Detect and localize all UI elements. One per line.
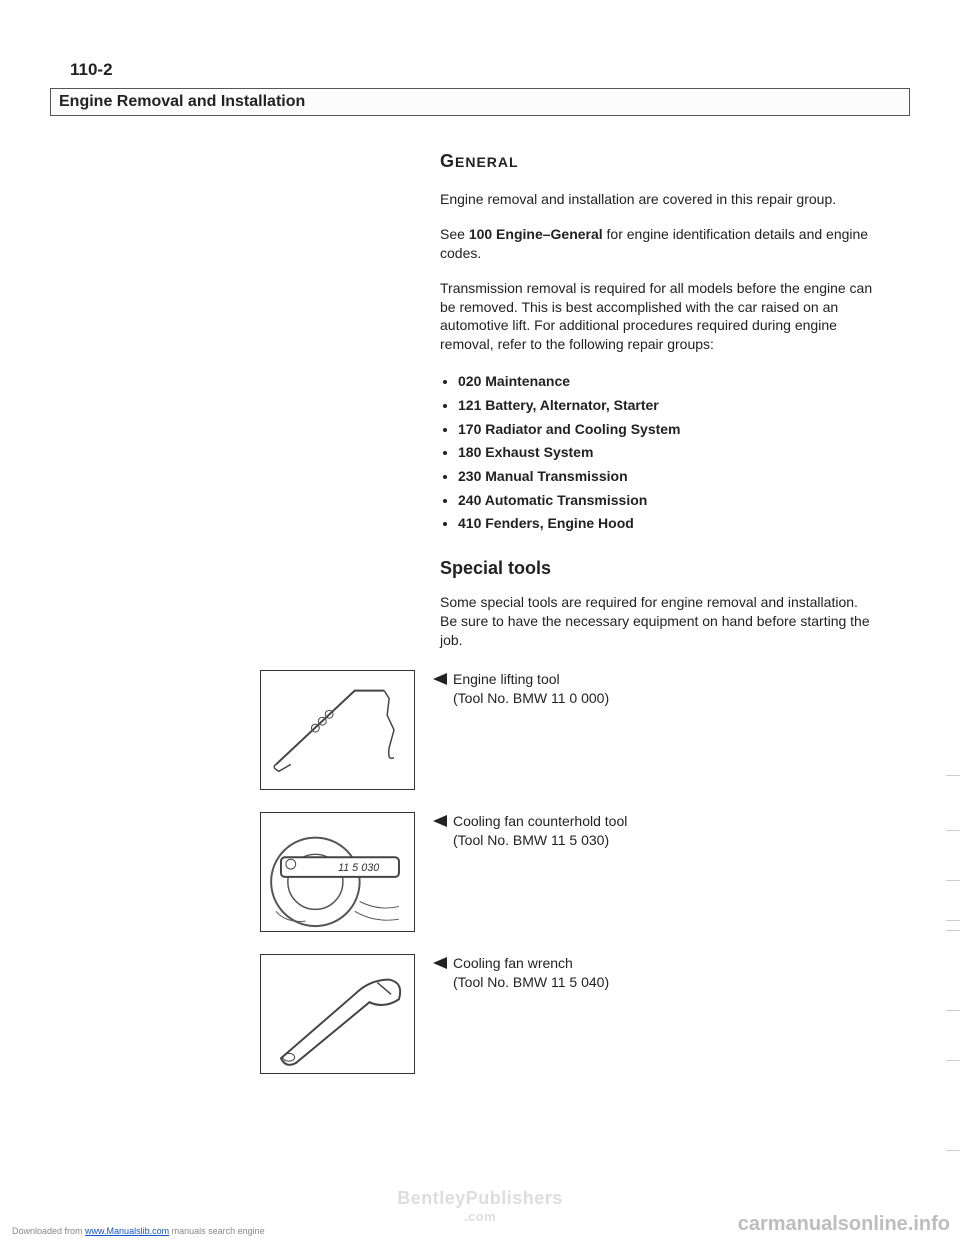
heading-general: GENERAL [440,151,875,172]
tool-row-1: Engine lifting tool (Tool No. BMW 11 0 0… [260,670,910,790]
para-intro-3: Transmission removal is required for all… [440,279,875,355]
list-item: 230 Manual Transmission [458,465,875,489]
list-item: 121 Battery, Alternator, Starter [458,394,875,418]
tool-row-2: 11 5 030 Cooling fan counterhold tool (T… [260,812,910,932]
arrow-left-icon [433,673,447,685]
chapter-title: Engine Removal and Installation [59,93,305,110]
tool-text-2: Cooling fan counterhold tool (Tool No. B… [453,812,627,850]
tool-text-3: Cooling fan wrench (Tool No. BMW 11 5 04… [453,954,609,992]
list-item: 180 Exhaust System [458,441,875,465]
list-item: 020 Maintenance [458,370,875,394]
right-margin-ticks [942,0,960,1242]
dl-pre: Downloaded from [12,1226,85,1236]
page-number: 110-2 [70,60,910,80]
tool-figure-lifting [260,670,415,790]
arrow-left-icon [433,815,447,827]
watermark-bentley-com: .com [397,1209,563,1224]
tool-name: Cooling fan counterhold tool [453,813,627,829]
para-intro-1: Engine removal and installation are cove… [440,190,875,209]
list-item: 170 Radiator and Cooling System [458,418,875,442]
tool-figure-counterhold: 11 5 030 [260,812,415,932]
para-intro-2: See 100 Engine–General for engine identi… [440,225,875,263]
fig-label-text: 11 5 030 [338,862,379,874]
chapter-title-box: Engine Removal and Installation [50,88,910,116]
para-special: Some special tools are required for engi… [440,593,875,650]
tool-figure-wrench [260,954,415,1074]
download-attribution: Downloaded from www.Manualslib.com manua… [12,1226,265,1236]
tool-name: Cooling fan wrench [453,955,573,971]
arrow-left-icon [433,957,447,969]
dl-post: manuals search engine [169,1226,265,1236]
list-item: 410 Fenders, Engine Hood [458,512,875,536]
tool-name: Engine lifting tool [453,671,560,687]
repair-groups-list: 020 Maintenance 121 Battery, Alternator,… [458,370,875,536]
tool-number: (Tool No. BMW 11 0 000) [453,690,609,706]
tool-number: (Tool No. BMW 11 5 040) [453,974,609,990]
watermark-carmanuals: carmanualsonline.info [738,1213,950,1236]
heading-special-tools: Special tools [440,558,875,579]
heading-general-sc: ENERAL [455,154,519,170]
para2-pre: See [440,226,469,242]
watermark-bentley: BentleyPublishers .com [397,1188,563,1224]
watermark-bentley-text: BentleyPublishers [397,1188,563,1208]
list-item: 240 Automatic Transmission [458,489,875,513]
tool-row-3: Cooling fan wrench (Tool No. BMW 11 5 04… [260,954,910,1074]
tool-text-1: Engine lifting tool (Tool No. BMW 11 0 0… [453,670,609,708]
para2-bold: 100 Engine–General [469,226,603,242]
tool-number: (Tool No. BMW 11 5 030) [453,832,609,848]
manualslib-link[interactable]: www.Manualslib.com [85,1226,169,1236]
